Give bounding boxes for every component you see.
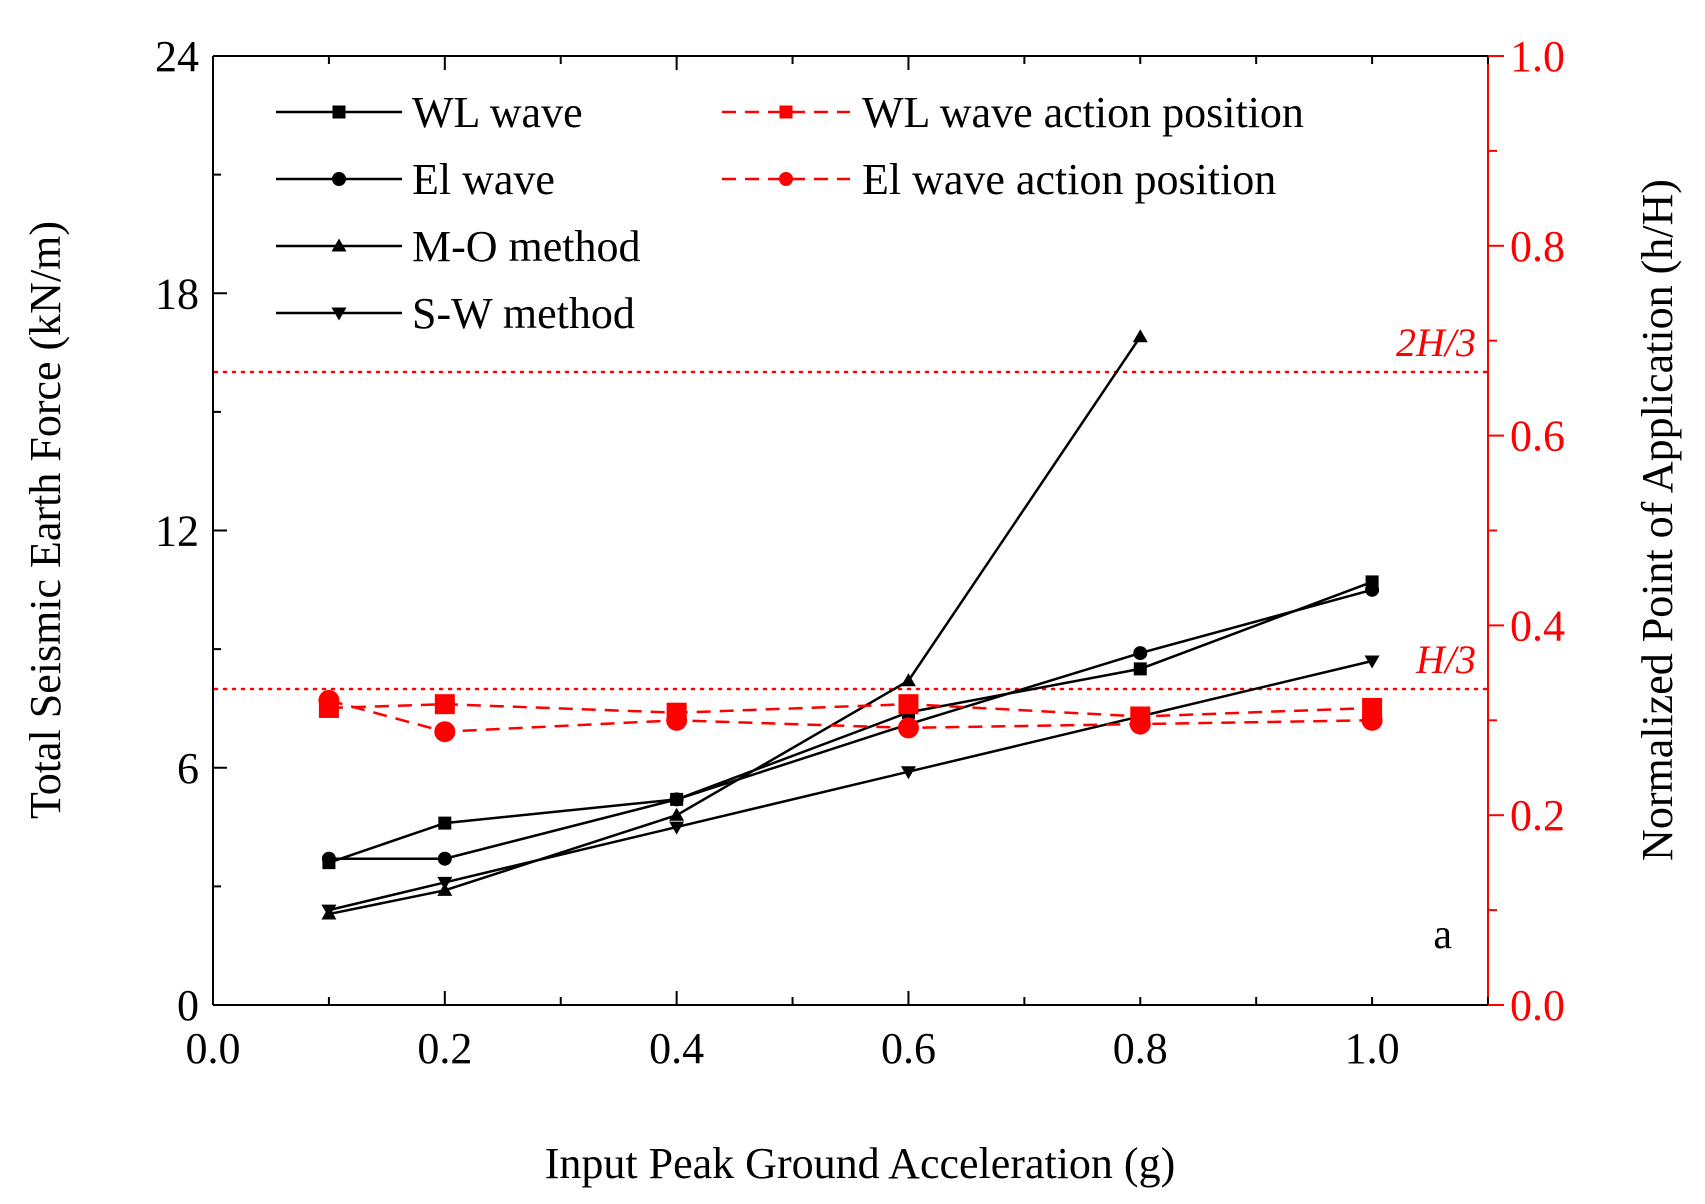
series-line [328,659,1373,912]
y2-tick-label: 0.0 [1510,981,1565,1030]
data-point [438,816,452,830]
series-line [328,588,1373,860]
data-point [318,689,340,711]
legend-label: El wave action position [862,155,1276,204]
data-point [331,307,347,321]
series-wl-wave [322,575,1379,870]
legend: WL wave El wave M-O method S-W method WL wav… [276,88,1304,338]
data-point [1133,662,1147,676]
data-point [779,172,793,186]
data-point [332,105,346,119]
y2-tick-label: 0.8 [1510,222,1565,271]
series-el-wave-action-position [318,689,1383,743]
x-tick-label: 0.4 [649,1024,704,1073]
data-point [332,172,346,186]
legend-label: WL wave [412,88,583,137]
data-point [1129,713,1151,735]
x-tick-label: 0.2 [417,1024,472,1073]
data-point [321,904,337,918]
y2-tick-label: 0.4 [1510,601,1565,650]
legend-label: M-O method [412,222,641,271]
legend-label: WL wave action position [862,88,1304,137]
data-point [669,792,684,807]
legend-label: El wave [412,155,555,204]
y2-axis-label: Normalized Point of Application (h/H) [1633,179,1682,861]
data-point [669,821,685,835]
legend-item: WL wave [276,88,583,137]
x-tick-label: 0.6 [881,1024,936,1073]
data-point [437,876,453,890]
series-layer [318,329,1383,920]
data-point [437,851,452,866]
series-line [328,580,1373,864]
reference-line-label: H/3 [1415,637,1476,682]
data-point [434,721,456,743]
x-tick-label: 0.8 [1113,1024,1168,1073]
y-axis-label: Total Seismic Earth Force (kN/m) [21,221,70,819]
y-tick-label: 18 [155,269,199,318]
y2-tick-label: 0.6 [1510,412,1565,461]
x-tick-label: 1.0 [1345,1024,1400,1073]
y-tick-label: 0 [177,981,199,1030]
data-point [321,851,336,866]
legend-item: WL wave action position [722,88,1304,137]
data-point [1361,709,1383,731]
y-tick-label: 6 [177,744,199,793]
data-point [898,694,919,715]
data-point [779,105,793,119]
x-tick-label: 0.0 [186,1024,241,1073]
legend-item: S-W method [276,289,635,338]
axes-layer: 0.0 0.2 0.4 0.6 0.8 1.0 0 6 12 18 24 0.0 0.2 0.4 0.6 0.… [155,32,1565,1073]
legend-item: M-O method [276,222,641,271]
series-line [328,702,1373,718]
legend-item: El wave [276,155,555,204]
y2-tick-label: 0.2 [1510,791,1565,840]
data-point [669,807,685,821]
data-point [1365,582,1380,597]
series-el-wave [321,582,1380,866]
data-point [666,709,688,731]
data-point [1364,655,1380,669]
series-line [328,699,1373,733]
y-tick-label: 24 [155,32,199,81]
data-point [434,694,455,715]
data-point [1132,329,1148,343]
data-point [331,238,347,252]
legend-item: El wave action position [722,155,1276,204]
data-point [900,766,916,780]
reference-line-label: 2H/3 [1396,320,1476,365]
y-tick-label: 12 [155,507,199,556]
reference-lines: 2H/3 H/3 [213,320,1488,691]
y2-tick-label: 1.0 [1510,32,1565,81]
panel-label: a [1433,912,1452,958]
data-point [1133,646,1148,661]
series-m-o-method [321,329,1148,920]
legend-label: S-W method [412,289,635,338]
x-axis-label: Input Peak Ground Acceleration (g) [545,1139,1175,1188]
data-point [900,673,916,687]
data-point [897,717,919,739]
